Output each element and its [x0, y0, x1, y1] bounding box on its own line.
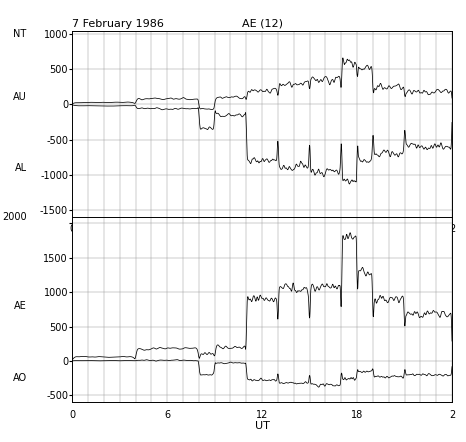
Text: AU: AU [13, 92, 27, 103]
Text: 7 February 1986: 7 February 1986 [72, 19, 164, 29]
Text: NT: NT [14, 30, 27, 39]
Text: 12: 12 [256, 410, 268, 419]
Text: 0: 0 [69, 410, 75, 419]
Title: AE (12): AE (12) [242, 19, 282, 29]
Text: 2: 2 [449, 224, 455, 234]
Text: 18: 18 [351, 410, 363, 419]
Text: 6: 6 [164, 224, 170, 234]
Text: 0: 0 [69, 224, 75, 234]
Text: UT: UT [255, 421, 269, 431]
Text: 2000: 2000 [2, 212, 27, 221]
Text: 2: 2 [449, 410, 455, 419]
Text: AO: AO [13, 373, 27, 383]
Text: AL: AL [14, 163, 27, 172]
Text: 6: 6 [164, 410, 170, 419]
Text: 12: 12 [256, 224, 268, 234]
Text: AE: AE [14, 301, 27, 311]
Text: 18: 18 [351, 224, 363, 234]
